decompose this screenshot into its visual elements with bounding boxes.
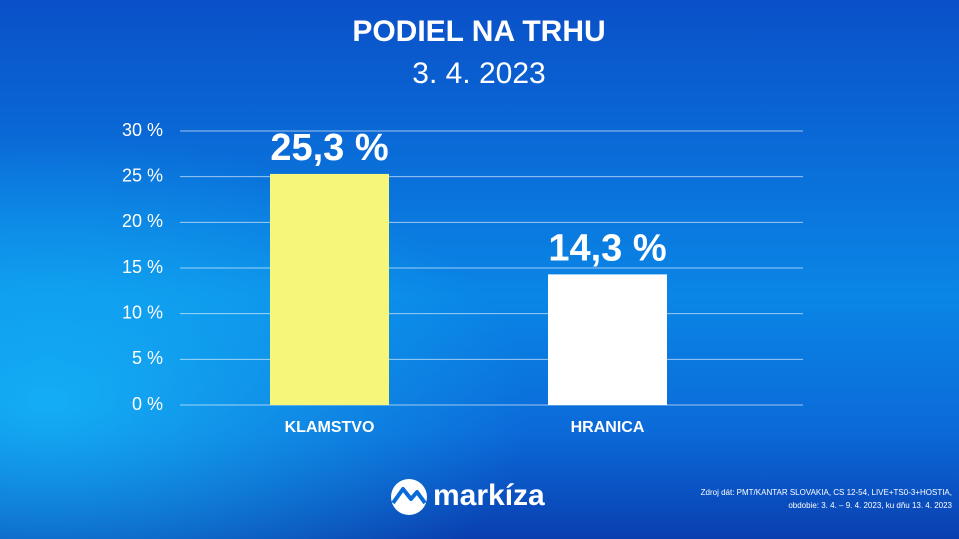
y-tick-label: 15 % [122,257,163,277]
source-line: obdobie: 3. 4. – 9. 4. 2023, ku dňu 13. … [788,501,952,510]
x-tick-label: HRANICA [571,419,645,436]
chart-title: PODIEL NA TRHU [352,15,605,48]
value-label: 14,3 % [548,227,666,269]
y-tick-label: 10 % [122,302,163,322]
y-tick-label: 20 % [122,211,163,231]
bar [270,173,389,405]
bar [548,274,667,405]
y-tick-label: 25 % [122,165,163,185]
logo-icon-wave [391,487,427,505]
logo: markíza [391,479,545,515]
logo-text: markíza [433,479,545,512]
y-tick-label: 30 % [122,120,163,140]
x-tick-label: KLAMSTVO [285,419,375,436]
value-label: 25,3 % [270,127,388,169]
source-line: Zdroj dát: PMT/KANTAR SLOVAKIA, CS 12-54… [701,488,952,497]
y-tick-label: 0 % [132,394,163,414]
chart-subtitle: 3. 4. 2023 [412,57,545,90]
y-tick-label: 5 % [132,348,163,368]
